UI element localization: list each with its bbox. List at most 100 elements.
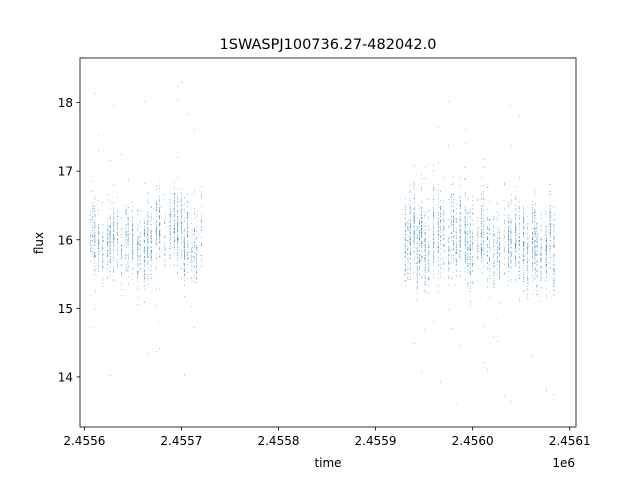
data-point xyxy=(164,244,166,246)
data-point xyxy=(553,268,555,270)
data-point xyxy=(405,224,406,226)
data-point xyxy=(532,214,533,215)
data-point xyxy=(451,193,452,195)
data-point xyxy=(424,260,426,262)
data-point xyxy=(143,251,145,252)
data-point xyxy=(433,256,434,258)
data-point xyxy=(450,223,452,225)
data-point xyxy=(532,232,533,233)
data-point xyxy=(180,255,182,256)
data-point xyxy=(143,288,145,290)
data-point xyxy=(546,264,547,266)
data-point xyxy=(443,258,444,259)
data-point xyxy=(467,234,469,236)
data-point xyxy=(527,243,529,244)
data-point xyxy=(448,236,450,238)
data-point xyxy=(173,219,175,221)
data-point xyxy=(481,216,483,218)
data-point xyxy=(90,248,91,250)
data-point xyxy=(438,207,439,208)
data-point xyxy=(459,231,461,233)
data-point xyxy=(196,262,197,264)
data-point xyxy=(553,235,555,237)
data-point xyxy=(515,223,516,225)
data-point xyxy=(413,217,415,219)
data-point xyxy=(477,234,479,236)
data-point xyxy=(469,270,471,272)
data-point xyxy=(503,200,505,201)
data-point xyxy=(150,263,152,265)
data-point xyxy=(196,249,198,251)
data-point xyxy=(448,199,450,200)
data-point xyxy=(416,253,418,255)
data-point xyxy=(546,272,547,273)
data-point xyxy=(550,236,551,237)
data-point xyxy=(174,202,175,204)
data-point xyxy=(433,213,434,215)
data-point xyxy=(424,249,426,250)
data-point xyxy=(472,236,474,238)
data-point xyxy=(194,211,195,213)
data-point xyxy=(467,257,469,258)
data-point xyxy=(409,212,411,214)
data-point xyxy=(159,230,161,232)
data-point xyxy=(109,236,111,237)
data-point xyxy=(137,229,138,231)
data-point xyxy=(109,222,111,224)
data-point xyxy=(147,233,149,235)
data-point xyxy=(540,301,542,303)
data-point xyxy=(170,233,171,234)
data-point xyxy=(515,214,517,215)
data-point xyxy=(496,238,498,240)
data-point xyxy=(470,257,471,259)
data-point xyxy=(404,217,406,219)
data-point xyxy=(456,232,457,233)
data-point xyxy=(159,196,160,198)
data-point xyxy=(170,215,171,217)
data-point xyxy=(187,212,188,213)
data-point xyxy=(147,235,149,236)
data-point xyxy=(94,236,96,238)
data-point xyxy=(510,238,512,240)
data-point xyxy=(159,254,161,256)
data-point xyxy=(515,258,516,260)
data-point xyxy=(453,193,454,195)
data-point xyxy=(464,256,466,258)
data-point xyxy=(481,229,483,231)
data-point xyxy=(102,247,103,249)
data-point xyxy=(527,265,529,267)
data-point xyxy=(413,189,415,190)
data-point xyxy=(164,254,165,255)
data-point xyxy=(98,238,99,240)
data-point xyxy=(433,260,434,262)
data-point xyxy=(410,267,411,268)
data-point xyxy=(470,241,471,243)
data-point xyxy=(94,198,96,200)
data-point xyxy=(508,229,510,231)
data-point xyxy=(419,239,420,241)
data-point xyxy=(481,261,483,263)
data-point xyxy=(508,262,509,264)
data-point xyxy=(121,249,122,250)
data-point xyxy=(428,263,430,264)
data-point xyxy=(483,244,485,245)
data-point xyxy=(413,214,415,216)
data-point xyxy=(510,254,512,255)
data-point xyxy=(137,264,139,266)
data-point xyxy=(139,234,141,235)
data-point xyxy=(499,237,500,239)
data-point xyxy=(493,240,495,241)
data-point xyxy=(169,227,171,229)
data-point xyxy=(536,223,538,224)
data-point xyxy=(413,209,415,211)
data-point xyxy=(113,225,114,227)
data-point xyxy=(453,240,454,241)
data-point xyxy=(184,274,185,275)
data-point xyxy=(94,197,96,199)
data-point xyxy=(523,217,524,219)
data-point xyxy=(137,263,139,265)
data-point xyxy=(421,215,423,217)
data-point xyxy=(414,256,415,258)
data-point xyxy=(553,253,555,255)
data-point xyxy=(187,217,188,218)
